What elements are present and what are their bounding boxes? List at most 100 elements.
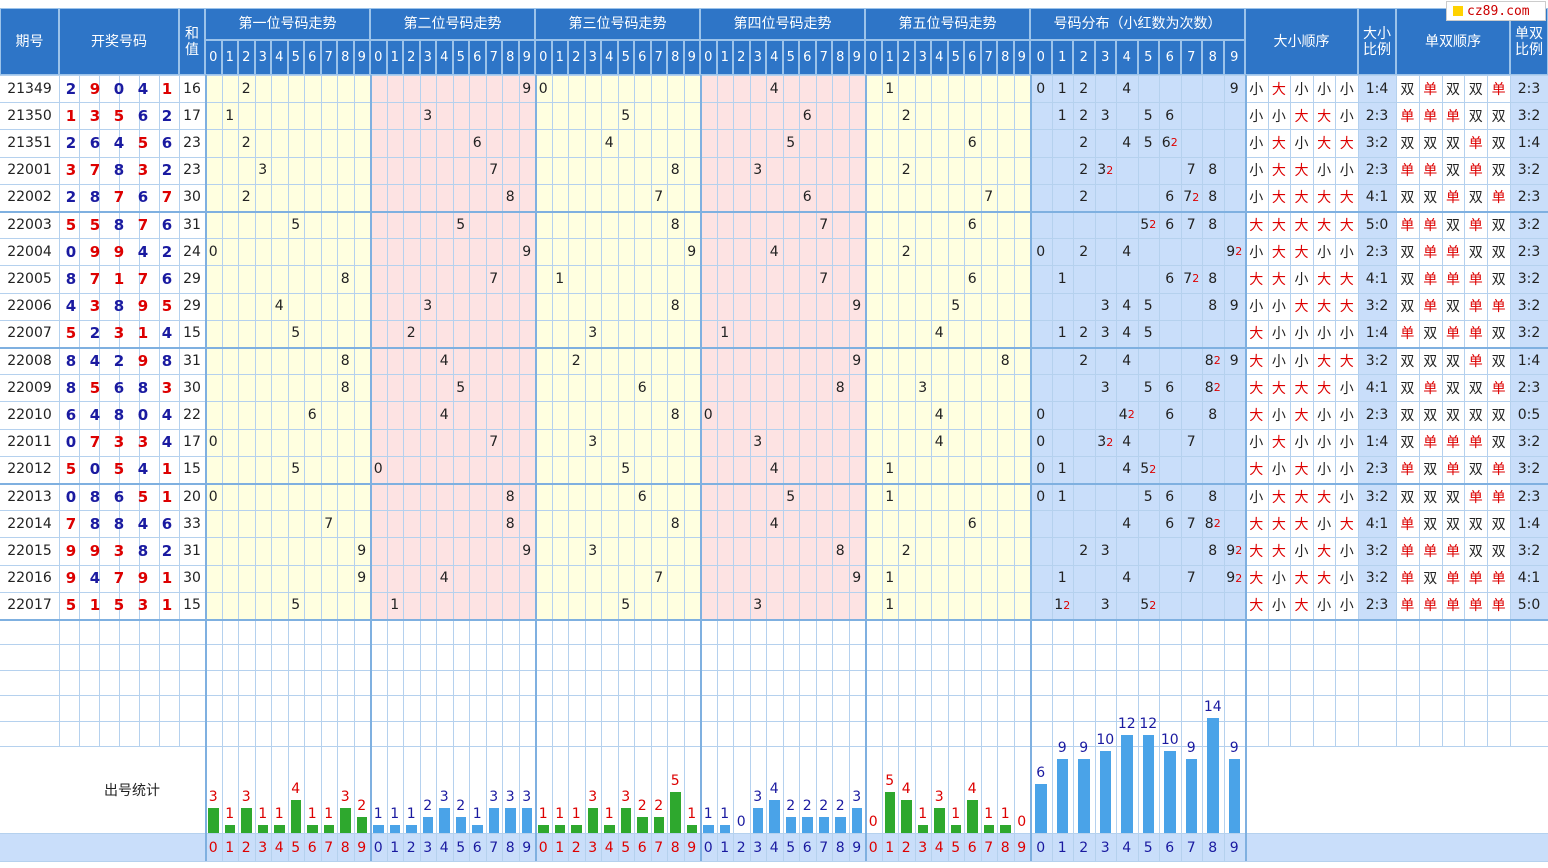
position-stat-bar — [340, 808, 351, 833]
footer-digit: 9 — [357, 839, 367, 856]
period-cell: 22010 — [7, 406, 52, 423]
column-line — [485, 75, 487, 861]
position-stat-value: 4 — [967, 781, 977, 798]
sum-cell: 29 — [183, 298, 201, 315]
footer-digit: 0 — [868, 839, 878, 856]
position-stat-bar — [521, 808, 532, 833]
trend-number: 4 — [934, 325, 944, 342]
row-line — [0, 292, 1548, 294]
position-stat-bar — [290, 800, 301, 833]
header-digit: 7 — [980, 40, 997, 75]
header-digit: 8 — [997, 40, 1014, 75]
column-line — [502, 75, 503, 861]
repeat-count: 2 — [1170, 136, 1178, 150]
parity-ratio-cell: 3:2 — [1517, 216, 1541, 233]
position-stat-bar — [1000, 824, 1011, 833]
distribution-number: 2 — [1079, 325, 1089, 342]
trend-number: 4 — [769, 80, 779, 97]
size-ratio-cell: 3:2 — [1365, 298, 1389, 315]
distribution-number: 5 — [1143, 325, 1153, 342]
parity-odd: 单 — [1400, 462, 1415, 479]
column-line — [1510, 75, 1511, 746]
header-digit: 1 — [881, 40, 898, 75]
footer-digit: 3 — [258, 839, 268, 856]
position-separator — [205, 75, 207, 861]
position-stat-bar — [241, 808, 252, 833]
column-line — [353, 75, 355, 861]
size-big: 大 — [1271, 190, 1286, 207]
size-big: 大 — [1294, 516, 1309, 533]
trend-number: 0 — [208, 243, 218, 260]
header-digit: 9 — [1013, 40, 1030, 75]
position-stat-bar — [323, 824, 334, 833]
trend-number: 7 — [984, 189, 994, 206]
size-big: 大 — [1294, 407, 1309, 424]
parity-odd: 单 — [1468, 299, 1483, 316]
size-small: 小 — [1317, 516, 1332, 533]
site-logo[interactable]: cz89.com — [1446, 1, 1546, 21]
draw-number: 5 — [137, 487, 149, 506]
parity-ratio-cell: 3:2 — [1517, 107, 1541, 124]
size-small: 小 — [1339, 163, 1354, 180]
column-line — [271, 75, 272, 861]
trend-number: 2 — [241, 80, 251, 97]
header-distribution: 号码分布（小红数为次数） — [1030, 8, 1245, 40]
size-big: 大 — [1317, 217, 1332, 234]
distribution-number: 4 — [1122, 325, 1132, 342]
trend-number: 4 — [934, 406, 944, 423]
distribution-stat-bar — [1035, 783, 1047, 833]
column-line — [749, 75, 751, 861]
distribution-number: 4 — [1122, 570, 1132, 587]
header-digit: 8 — [832, 40, 849, 75]
distribution-number: 1 — [1057, 570, 1067, 587]
distribution-number: 4 — [1122, 461, 1132, 478]
parity-even: 双 — [1400, 81, 1415, 98]
column-line — [1441, 75, 1443, 746]
parity-odd: 单 — [1400, 571, 1415, 588]
row-line — [0, 591, 1548, 593]
draw-number: 8 — [89, 514, 101, 533]
size-small: 小 — [1249, 163, 1264, 180]
trend-number: 8 — [505, 488, 515, 505]
position-stat-bar — [818, 816, 829, 833]
parity-even: 双 — [1491, 244, 1506, 261]
size-ratio-cell: 2:3 — [1365, 243, 1389, 260]
sum-cell: 31 — [183, 542, 201, 559]
draw-number: 8 — [113, 215, 125, 234]
footer-digit: 3 — [423, 839, 433, 856]
position-stat-bar — [884, 792, 895, 833]
footer-digit: 3 — [588, 839, 598, 856]
header-distribution-digit: 5 — [1137, 40, 1159, 75]
parity-even: 双 — [1423, 571, 1438, 588]
draw-number: 3 — [137, 433, 149, 452]
size-small: 小 — [1294, 326, 1309, 343]
column-line — [601, 75, 602, 861]
position-stat-bar — [851, 808, 862, 833]
parity-even: 双 — [1400, 489, 1415, 506]
parity-odd: 单 — [1445, 435, 1460, 452]
period-cell: 22009 — [7, 379, 52, 396]
parity-even: 双 — [1445, 380, 1460, 397]
footer-digit: 7 — [324, 839, 334, 856]
trend-number: 8 — [670, 162, 680, 179]
draw-number: 8 — [113, 405, 125, 424]
header-position-4: 第四位号码走势 — [700, 8, 865, 40]
header-digit: 3 — [419, 40, 436, 75]
header-position-5: 第五位号码走势 — [865, 8, 1030, 40]
header-digit: 7 — [650, 40, 667, 75]
position-stat-value: 0 — [868, 814, 878, 830]
sum-cell: 30 — [183, 189, 201, 206]
footer-digit: 4 — [604, 839, 614, 856]
position-stat-value: 4 — [901, 781, 911, 798]
trend-number: 4 — [604, 134, 614, 151]
trend-number: 1 — [555, 270, 565, 287]
draw-number: 9 — [137, 569, 149, 588]
parity-even: 双 — [1468, 516, 1483, 533]
trend-number: 2 — [571, 352, 581, 369]
trend-number: 9 — [357, 570, 367, 587]
size-ratio-cell: 3:2 — [1365, 352, 1389, 369]
column-line — [221, 75, 223, 861]
header-digit: 9 — [848, 40, 865, 75]
column-line — [1358, 75, 1359, 746]
